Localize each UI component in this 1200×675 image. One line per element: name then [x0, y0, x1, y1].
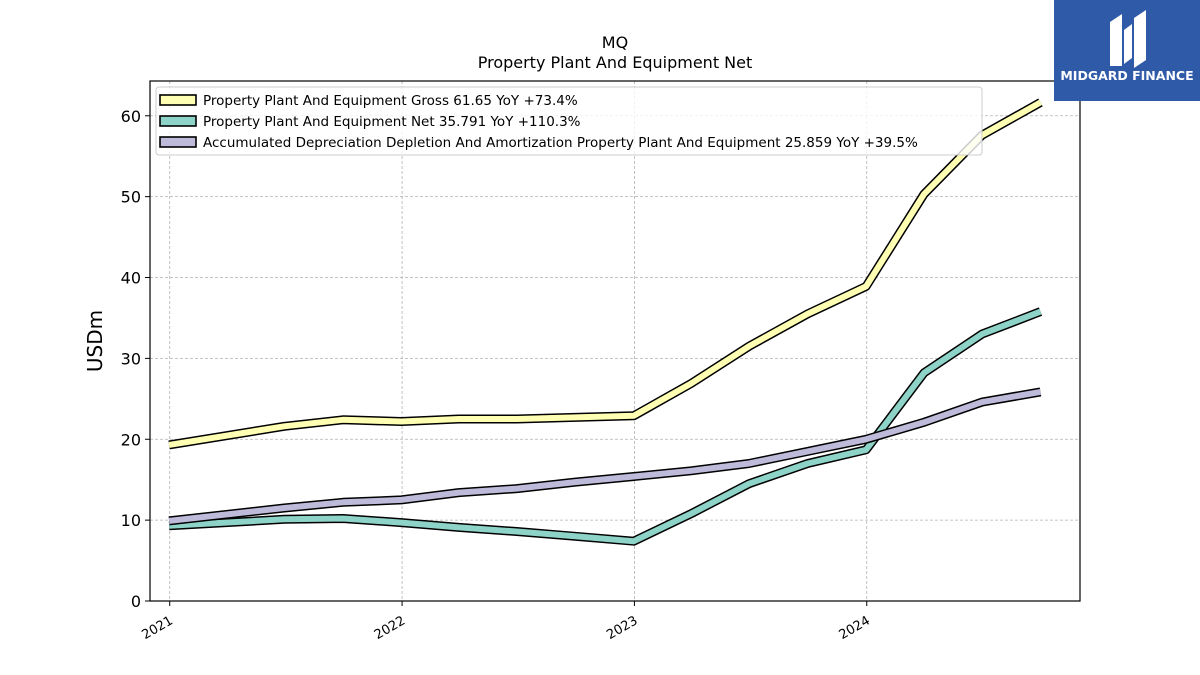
logo-mark-icon: [1110, 10, 1146, 68]
y-tick-label: 10: [121, 511, 141, 530]
y-axis-label: USDm: [83, 310, 107, 372]
y-tick-label: 60: [121, 107, 141, 126]
y-tick-label: 30: [121, 349, 141, 368]
legend-swatch: [159, 94, 197, 106]
chart-title: MQ: [601, 33, 629, 52]
x-tick-label: 2023: [604, 613, 640, 643]
chart-subtitle: Property Plant And Equipment Net: [477, 53, 753, 72]
legend-swatch: [159, 115, 197, 127]
y-tick-label: 50: [121, 188, 141, 207]
legend: Property Plant And Equipment Gross 61.65…: [155, 86, 983, 156]
logo-text: MIDGARD FINANCE: [1060, 68, 1194, 83]
legend-box: [155, 86, 983, 156]
x-tick-label: 2022: [372, 613, 408, 643]
logo: MIDGARD FINANCE: [1054, 0, 1200, 101]
series-line-outline: [168, 387, 1042, 526]
axes: 0 10 20 30 40 50 60 2021 2022 2023 2024 USDm: [83, 107, 873, 643]
x-tick-label: 2021: [140, 613, 176, 643]
legend-label: Property Plant And Equipment Gross 61.65…: [203, 93, 578, 109]
series-line-3: [168, 388, 1042, 524]
legend-label: Property Plant And Equipment Net 35.791 …: [203, 114, 581, 130]
legend-label: Accumulated Depreciation Depletion And A…: [203, 135, 918, 151]
y-tick-label: 40: [121, 269, 141, 288]
series-line-2: [168, 308, 1042, 545]
legend-swatch: [159, 136, 197, 148]
x-tick-label: 2024: [837, 613, 873, 643]
series-lines: [168, 98, 1043, 546]
plot-frame: [149, 80, 1081, 602]
y-tick-label: 20: [121, 430, 141, 449]
series-line-1: [168, 99, 1042, 448]
y-tick-label: 0: [131, 592, 141, 611]
